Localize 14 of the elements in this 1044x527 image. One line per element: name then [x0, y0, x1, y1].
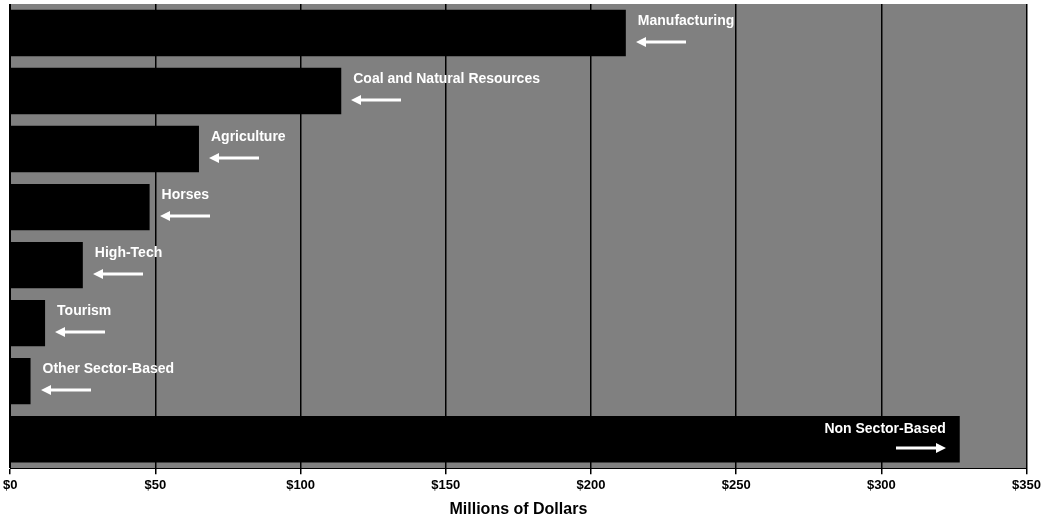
- x-tick-label: $250: [721, 476, 751, 492]
- y-tick-label: Horses: [161, 185, 210, 202]
- x-tick-label: $200: [576, 476, 606, 492]
- x-axis-title: Millions of Dollars: [449, 499, 588, 517]
- x-tick-label: $350: [1012, 476, 1041, 492]
- x-tick-label: $50: [144, 476, 167, 492]
- y-tick-label: Agriculture: [210, 127, 286, 144]
- x-tick-label: $150: [431, 476, 461, 492]
- y-tick-label: Manufacturing: [637, 11, 735, 28]
- x-tick-label: $300: [866, 476, 896, 492]
- x-tick-label: $0: [3, 476, 18, 492]
- x-tick-label: $100: [286, 476, 316, 492]
- y-tick-label: Tourism: [57, 302, 112, 318]
- y-tick-label: Non Sector-Based: [824, 420, 946, 437]
